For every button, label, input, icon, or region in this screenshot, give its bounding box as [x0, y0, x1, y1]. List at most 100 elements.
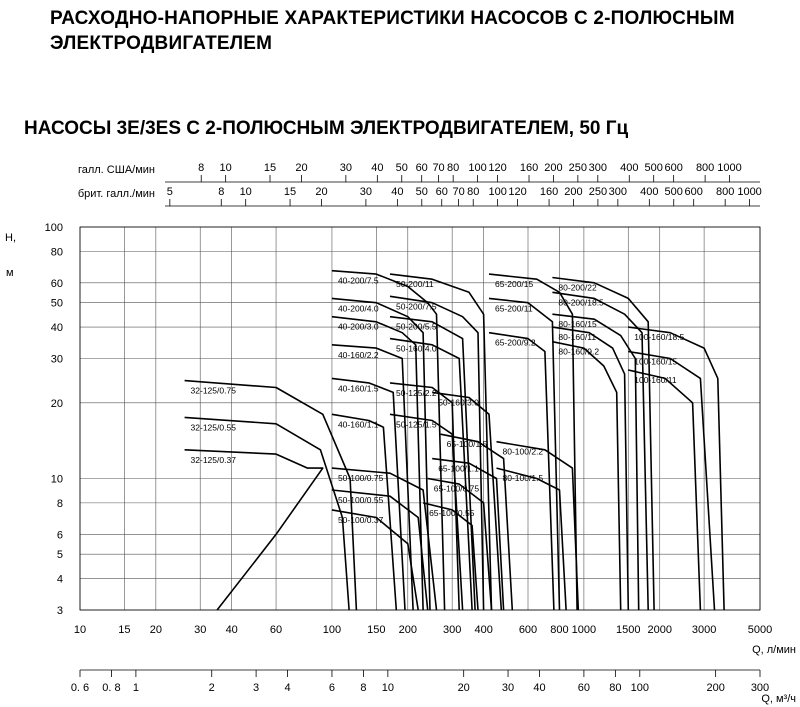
- curve-32-125/0.37: [184, 449, 324, 611]
- top-axis-tick-label: 15: [284, 186, 296, 198]
- top-axis-tick-label: 40: [371, 162, 383, 174]
- top-axis-tick-label: 800: [696, 162, 714, 174]
- curve-label: 40-160/1.5: [338, 383, 379, 393]
- curve-50-100/0.75: [331, 467, 438, 611]
- x-axis-label: Q, л/мин: [752, 644, 796, 656]
- top-axis-tick-label: 120: [488, 162, 506, 174]
- curve-label: 40-200/4.0: [338, 303, 379, 313]
- top-axis-tick-label: 10: [220, 162, 232, 174]
- curve-label: 65-100/0.75: [434, 483, 480, 493]
- curve-label: 32-125/0.75: [191, 386, 237, 396]
- top-axis-tick-label: 8: [198, 162, 204, 174]
- x-tick-label: 1500: [616, 624, 640, 636]
- bottom-axis-tick-label: 0. 8: [102, 682, 120, 694]
- y-tick-label: 50: [51, 298, 63, 310]
- curve-label: 65-200/9.2: [495, 338, 536, 348]
- top-axis-tick-label: 20: [315, 186, 327, 198]
- top-axis-tick-label: 400: [620, 162, 638, 174]
- curve-label: 100-160/11: [634, 375, 677, 385]
- curve-65-100/1.1: [432, 457, 505, 611]
- curve-65-100/0.75: [427, 477, 493, 611]
- top-axis-tick-label: 70: [432, 162, 444, 174]
- y-tick-label: 80: [51, 246, 63, 258]
- curve-80-200/22: [552, 276, 655, 611]
- y-tick-label: 30: [51, 354, 63, 366]
- curve-label: 65-200/15: [495, 279, 534, 289]
- curve-50-160/3.0: [432, 391, 503, 611]
- bottom-axis-tick-label: 8: [360, 682, 366, 694]
- top-axis-tick-label: 500: [645, 162, 663, 174]
- x-tick-label: 2000: [647, 624, 671, 636]
- top-axis-tick-label: 1000: [717, 162, 741, 174]
- top-axis-tick-label: 400: [640, 186, 658, 198]
- curve-50-160/4.0: [389, 337, 473, 611]
- y-tick-label: 40: [51, 322, 63, 334]
- curve-label: 50-160/4.0: [396, 344, 437, 354]
- bottom-axis-tick-label: 200: [706, 682, 724, 694]
- bottom-axis-tick-label: 40: [533, 682, 545, 694]
- y-tick-label: 10: [51, 473, 63, 485]
- curve-label: 80-100/1.5: [503, 473, 544, 483]
- curve-65-200/15: [488, 273, 578, 611]
- top-axis-tick-label: 600: [664, 162, 682, 174]
- top-axis-tick-label: 30: [340, 162, 352, 174]
- curve-80-200/18.5: [552, 291, 649, 611]
- curve-50-125/1.5: [389, 413, 464, 611]
- curve-label: 50-100/0.55: [338, 495, 384, 505]
- top-axis-tick-label: 60: [416, 162, 428, 174]
- y-tick-label: 60: [51, 278, 63, 290]
- bottom-axis-tick-label: 80: [609, 682, 621, 694]
- top-axis-tick-label: 70: [452, 186, 464, 198]
- curve-label: 40-200/3.0: [338, 322, 379, 332]
- x-tick-label: 40: [226, 624, 238, 636]
- top-axis-tick-label: 100: [488, 186, 506, 198]
- x-tick-label: 5000: [748, 624, 772, 636]
- curve-50-100/0.37: [331, 509, 419, 611]
- top-axis-tick-label: 200: [544, 162, 562, 174]
- x-tick-label: 60: [270, 624, 282, 636]
- curve-40-200/4.0: [331, 297, 431, 611]
- top-axis-tick-label: 60: [436, 186, 448, 198]
- curve-label: 65-100/1.5: [447, 439, 488, 449]
- top-axis-tick-label: 300: [589, 162, 607, 174]
- curve-label: 50-125/2.2: [396, 388, 437, 398]
- curve-32-125/0.75: [184, 379, 358, 611]
- top-axis-tick-label: 40: [391, 186, 403, 198]
- curve-label: 50-125/1.5: [396, 419, 437, 429]
- curve-label: 50-200/7.5: [396, 301, 437, 311]
- y-tick-label: 8: [57, 498, 63, 510]
- curve-label: 32-125/0.37: [191, 455, 237, 465]
- top-axis-tick-label: 160: [540, 186, 558, 198]
- x-tick-label: 30: [194, 624, 206, 636]
- curve-50-200/5.5: [389, 315, 476, 611]
- curve-label: 40-160/1.1: [338, 419, 379, 429]
- curve-40-200/7.5: [331, 269, 446, 611]
- top-axis-tick-label: 1000: [737, 186, 761, 198]
- top-axis-tick-label: 500: [665, 186, 683, 198]
- top-axis-tick-label: 250: [569, 162, 587, 174]
- bottom-axis-tick-label: 60: [578, 682, 590, 694]
- curve-50-200/7.5: [389, 295, 485, 611]
- top-axis-tick-label: 120: [508, 186, 526, 198]
- curve-label: 50-100/0.37: [338, 515, 384, 525]
- curve-label: 80-160/15: [558, 319, 597, 329]
- top-axis-tick-label: 50: [416, 186, 428, 198]
- bottom-axis-tick-label: 300: [751, 682, 769, 694]
- curve-40-160/1.5: [331, 377, 406, 611]
- y-tick-label: 6: [57, 529, 63, 541]
- top-axis-tick-label: 15: [264, 162, 276, 174]
- top-axis-label: брит. галл./мин: [78, 188, 155, 200]
- y-tick-label: 4: [57, 574, 63, 586]
- x-tick-label: 600: [519, 624, 537, 636]
- curve-label: 32-125/0.55: [191, 422, 237, 432]
- x-tick-label: 150: [367, 624, 385, 636]
- bottom-axis-tick-label: 0. 6: [71, 682, 89, 694]
- plot-frame: [79, 226, 761, 611]
- top-axis-tick-label: 800: [716, 186, 734, 198]
- bottom-axis-tick-label: 1: [133, 682, 139, 694]
- x-tick-label: 15: [118, 624, 130, 636]
- y-axis-label-unit: м: [6, 267, 14, 279]
- bottom-axis-tick-label: 6: [329, 682, 335, 694]
- curve-label: 65-100/1.1: [438, 464, 479, 474]
- y-tick-label: 100: [45, 222, 63, 234]
